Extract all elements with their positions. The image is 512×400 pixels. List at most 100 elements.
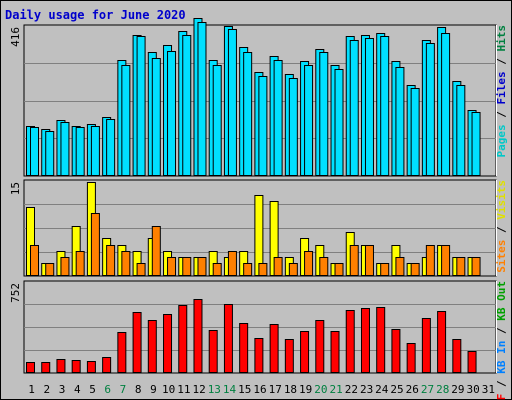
- x-tick-label: 6: [104, 383, 111, 396]
- legend-segment: /: [495, 321, 508, 341]
- x-tick-label: 21: [330, 383, 343, 396]
- bar-kbytes-day-5: [86, 361, 96, 373]
- bar-sites-day-9: [151, 226, 161, 276]
- bar-kbytes-day-26: [406, 343, 416, 373]
- bar-files-day-16: [258, 76, 268, 176]
- y-max-label: 416: [9, 27, 22, 47]
- bar-sites-day-8: [136, 263, 146, 276]
- bar-kbytes-day-22: [345, 310, 355, 373]
- bar-files-day-10: [167, 51, 177, 176]
- panel-hits-files-pages: 416 Pages / Files / Hits: [9, 18, 508, 177]
- legend-segment: Visits: [495, 180, 508, 220]
- bar-sites-day-27: [425, 245, 435, 276]
- bar-files-day-21: [334, 69, 344, 176]
- x-tick-label: 12: [192, 383, 205, 396]
- bar-kbytes-day-4: [71, 360, 81, 373]
- bar-sites-day-26: [410, 263, 420, 276]
- x-tick-label: 18: [284, 383, 297, 396]
- x-tick-label: 30: [467, 383, 480, 396]
- bar-kbytes-day-30: [467, 351, 477, 373]
- bar-sites-day-25: [395, 257, 405, 276]
- x-axis-labels: 1 2 3 4 5 6 7 8 9 10 11 12 13 14 15 16 17 18 19 20 21 22 23 24 2…: [28, 383, 495, 396]
- bar-kbytes-day-7: [117, 332, 127, 373]
- side-legend: Pages / Files / Hits: [495, 25, 508, 158]
- bar-files-day-23: [364, 38, 374, 176]
- bar-files-day-7: [121, 65, 131, 176]
- bar-files-day-24: [380, 36, 390, 176]
- x-tick-label: 11: [177, 383, 190, 396]
- bar-kbytes-day-19: [300, 331, 310, 373]
- panel-visits-sites: 15 Sites / Visits: [9, 179, 508, 277]
- bar-files-day-19: [304, 65, 314, 176]
- legend-segment: KB In: [495, 341, 508, 374]
- bar-files-day-18: [288, 78, 298, 176]
- bar-sites-day-4: [75, 251, 85, 276]
- legend-segment: Files: [495, 71, 508, 104]
- bar-files-day-28: [441, 33, 451, 176]
- x-tick-label: 4: [74, 383, 81, 396]
- x-tick-label: 29: [451, 383, 464, 396]
- bar-kbytes-day-2: [41, 362, 51, 373]
- bar-sites-day-1: [30, 245, 39, 276]
- bar-files-day-14: [227, 29, 237, 176]
- bar-sites-day-28: [441, 245, 451, 276]
- x-tick-label: 5: [89, 383, 96, 396]
- x-tick-label: 16: [253, 383, 266, 396]
- chart-title: Daily usage for June 2020: [5, 8, 186, 22]
- x-tick-label: 22: [345, 383, 358, 396]
- bar-files-day-2: [45, 131, 55, 176]
- side-legend: Sites / Visits: [495, 180, 508, 273]
- bar-files-day-13: [212, 65, 222, 176]
- bar-sites-day-13: [212, 263, 222, 276]
- x-tick-label: 20: [314, 383, 327, 396]
- bar-kbytes-day-16: [254, 338, 264, 373]
- x-tick-label: 9: [150, 383, 157, 396]
- x-tick-label: 19: [299, 383, 312, 396]
- bar-kbytes-day-28: [437, 311, 447, 373]
- bar-sites-day-24: [380, 263, 390, 276]
- bar-files-day-4: [75, 127, 85, 176]
- x-tick-label: 14: [223, 383, 237, 396]
- bar-sites-day-11: [182, 257, 192, 276]
- y-max-label: 15: [9, 182, 22, 195]
- bar-kbytes-day-3: [56, 359, 66, 373]
- bar-files-day-17: [273, 60, 283, 176]
- bar-sites-day-30: [471, 257, 481, 276]
- bar-kbytes-day-9: [147, 320, 157, 373]
- x-tick-label: 23: [360, 383, 373, 396]
- bar-kbytes-day-11: [178, 305, 188, 373]
- bar-files-day-12: [197, 22, 207, 176]
- x-tick-label: 13: [208, 383, 221, 396]
- bar-sites-day-23: [364, 245, 374, 276]
- bar-sites-day-5: [90, 213, 100, 276]
- bar-kbytes-day-14: [223, 304, 233, 373]
- bar-kbytes-day-20: [315, 320, 325, 373]
- bar-kbytes-day-29: [452, 339, 462, 373]
- bar-kbytes-day-13: [208, 330, 218, 373]
- bar-files-day-8: [136, 36, 146, 176]
- bar-sites-day-19: [304, 251, 314, 276]
- legend-segment: Hits: [495, 25, 508, 52]
- bar-sites-day-29: [456, 257, 466, 276]
- bar-sites-day-16: [258, 263, 268, 276]
- bar-sites-day-10: [167, 257, 177, 276]
- bar-sites-day-6: [106, 245, 116, 276]
- bar-files-day-3: [60, 122, 70, 176]
- legend-segment: /: [495, 52, 508, 72]
- bar-sites-day-22: [349, 245, 359, 276]
- x-tick-label: 31: [482, 383, 495, 396]
- x-tick-label: 1: [28, 383, 35, 396]
- bar-kbytes-day-15: [239, 323, 249, 373]
- bar-files-day-27: [425, 43, 435, 176]
- bar-files-day-29: [456, 85, 466, 176]
- bar-files-day-15: [243, 52, 253, 176]
- bar-sites-day-21: [334, 263, 344, 276]
- x-tick-label: 8: [135, 383, 142, 396]
- bar-files-day-26: [410, 88, 420, 176]
- bar-sites-day-14: [227, 251, 237, 276]
- x-tick-label: 17: [269, 383, 282, 396]
- bar-kbytes-day-18: [284, 339, 294, 373]
- panel-kbytes: 752KB F / KB In / KB Out: [9, 280, 508, 400]
